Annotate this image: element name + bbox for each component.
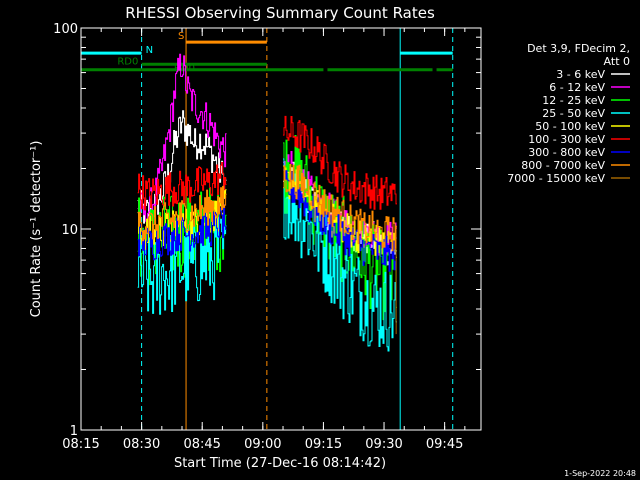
legend-header-1: Att 0 [604, 55, 630, 68]
series-5-segment-0 [137, 162, 227, 211]
annotation-label-3: RD0 [174, 63, 195, 74]
x-tick-label-0: 08:15 [62, 437, 99, 452]
series-layer [137, 53, 397, 352]
series-6-segment-1 [283, 169, 397, 272]
legend-label-5: 100 - 300 keV [528, 133, 605, 146]
x-tick-label-6: 09:45 [426, 437, 463, 452]
x-tick-label-1: 08:30 [123, 437, 160, 452]
x-tick-label-2: 08:45 [183, 437, 220, 452]
axis-ticks: 08:15 08:30 08:45 09:00 09:15 09:30 09:45 1 10 10… [53, 22, 481, 452]
x-tick-label-4: 09:15 [305, 437, 342, 452]
x-axis-label: Start Time (27-Dec-16 08:14:42) [174, 456, 386, 471]
legend-label-3: 25 - 50 keV [542, 107, 605, 120]
x-tick-label-3: 09:00 [244, 437, 281, 452]
legend-label-0: 3 - 6 keV [556, 68, 605, 81]
y-tick-label-0: 1 [70, 424, 78, 439]
annotation-label-1: N [146, 45, 153, 56]
legend-label-2: 12 - 25 keV [542, 94, 605, 107]
legend-label-6: 300 - 800 keV [528, 146, 605, 159]
annotation-label-0: S [178, 31, 184, 42]
legend-label-4: 50 - 100 keV [535, 120, 605, 133]
series-7-segment-0 [137, 185, 227, 242]
legend-label-7: 800 - 7000 keV [521, 159, 605, 172]
y-tick-label-2: 100 [53, 22, 78, 37]
annotation-label-2: RD0 [117, 56, 138, 67]
legend-header-0: Det 3,9, FDecim 2, [527, 42, 630, 55]
series-3-segment-1 [283, 158, 397, 352]
x-tick-label-5: 09:30 [365, 437, 402, 452]
series-3-segment-0 [137, 214, 227, 315]
series-5-segment-1 [283, 115, 397, 210]
footer-timestamp: 1-Sep-2022 20:48 [564, 469, 636, 478]
chart-title: RHESSI Observing Summary Count Rates [125, 4, 435, 22]
legend-label-1: 6 - 12 keV [549, 81, 605, 94]
y-axis-label: Count Rate (s⁻¹ detector⁻¹) [29, 141, 44, 318]
series-7-segment-1 [283, 164, 397, 252]
y-tick-label-1: 10 [61, 223, 78, 238]
annotation-layer: S N RD0 RD0 [80, 28, 454, 430]
legend-label-8: 7000 - 15000 keV [507, 172, 605, 185]
